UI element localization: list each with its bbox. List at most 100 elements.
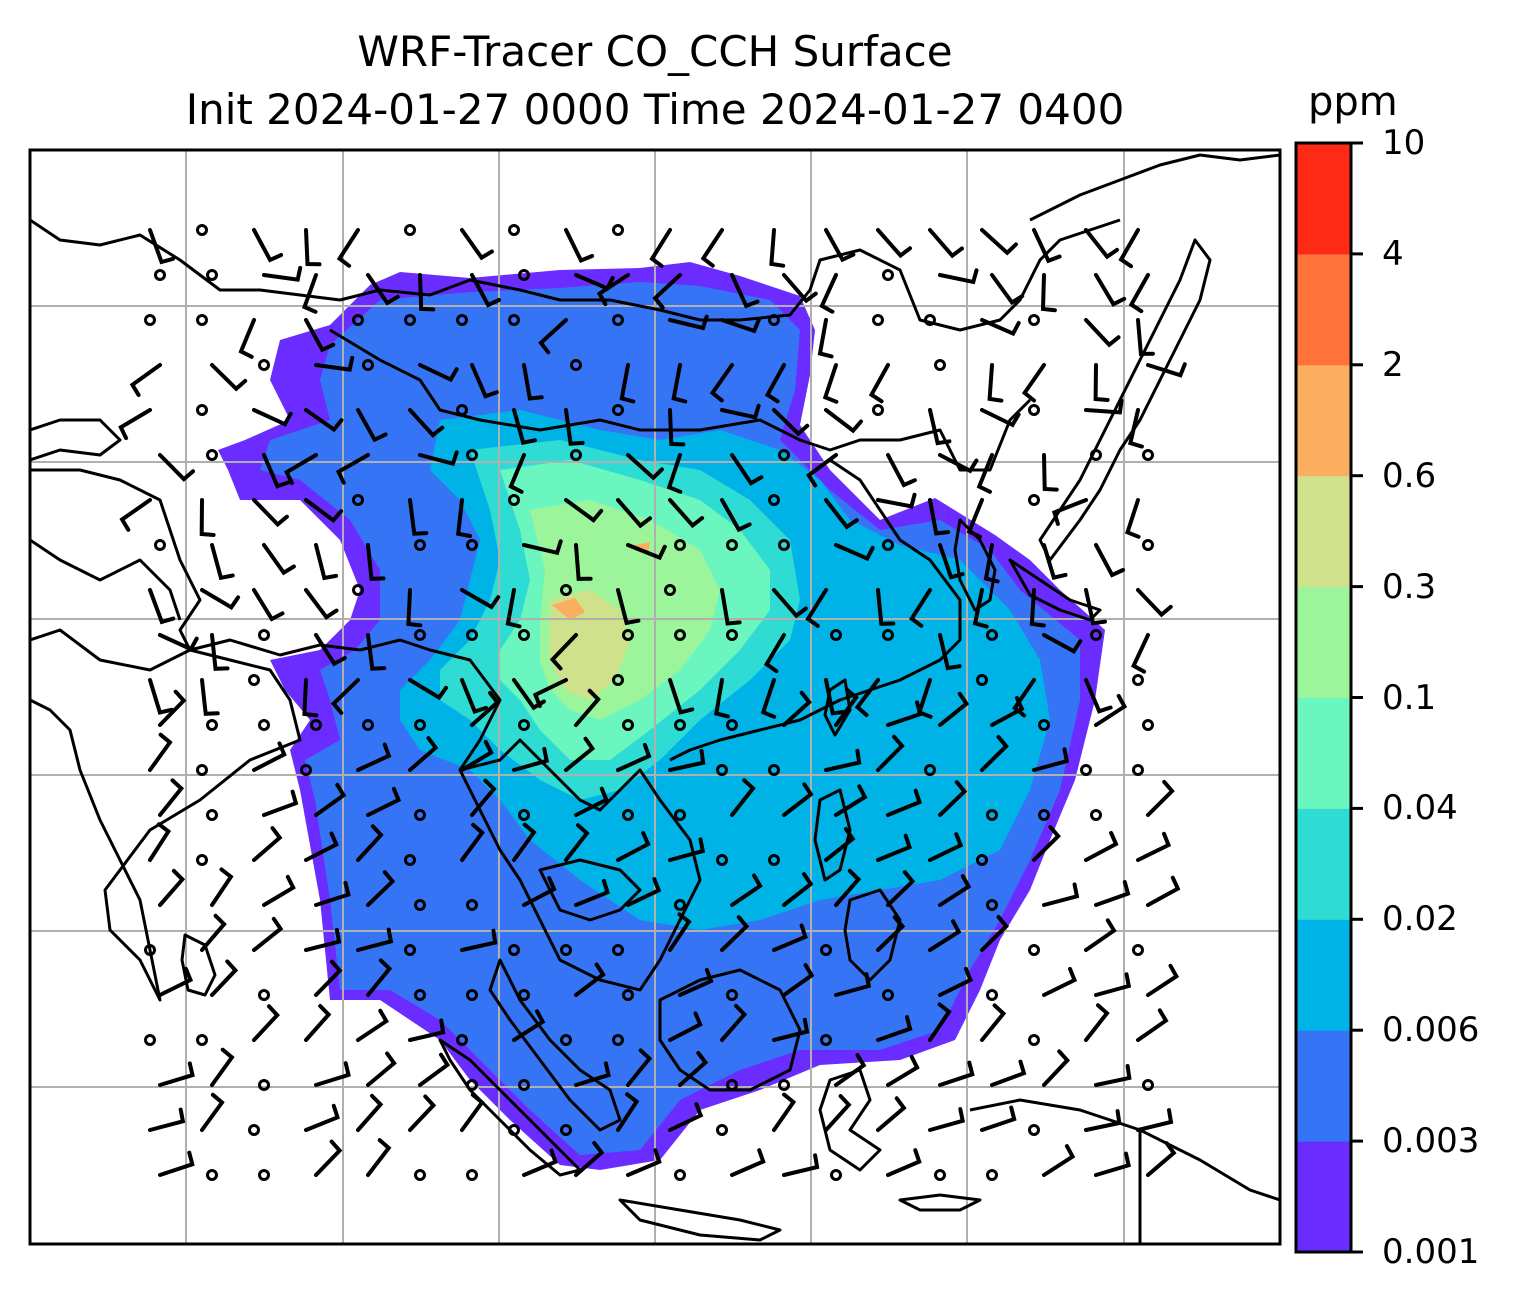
wind-barb	[564, 228, 595, 264]
colorbar-box-0	[1296, 1141, 1351, 1253]
wind-barb	[764, 363, 786, 404]
wind-barb	[356, 927, 394, 952]
wind-barb	[1136, 588, 1173, 618]
wind-barb	[314, 959, 343, 997]
calm-circle	[362, 719, 374, 731]
calm-circle	[466, 629, 478, 641]
wind-barb	[564, 408, 585, 446]
calm-circle	[518, 809, 530, 821]
calm-circle	[986, 1169, 998, 1181]
wind-barb	[252, 916, 284, 952]
wind-barb	[119, 498, 152, 532]
calm-circle	[1028, 494, 1040, 506]
calm-circle	[1132, 674, 1144, 686]
map-title-line-2: Init 2024-01-27 0000 Time 2024-01-27 040…	[185, 85, 1125, 134]
wind-barb	[824, 498, 859, 530]
wind-barb	[1029, 588, 1046, 628]
wind-barb	[210, 543, 235, 581]
calm-circle	[726, 629, 738, 641]
wind-barb	[158, 1061, 195, 1087]
wind-barb	[854, 678, 880, 717]
calm-circle	[518, 1079, 530, 1091]
wind-barb	[782, 690, 812, 727]
colorbar-ticks	[1351, 141, 1363, 1254]
wind-barb	[470, 363, 499, 399]
calm-circle	[768, 314, 780, 326]
calm-circle	[674, 899, 686, 911]
calm-circle	[1028, 314, 1040, 326]
wind-barb	[1084, 228, 1119, 260]
wind-barb	[460, 588, 501, 610]
colorbar-tick-label: 0.6	[1382, 455, 1437, 496]
wind-barb	[210, 633, 230, 671]
wind-barb	[938, 874, 972, 907]
wind-barb	[238, 318, 256, 359]
wind-barb	[262, 265, 303, 282]
wind-barb	[876, 833, 912, 862]
wind-barb	[822, 363, 839, 404]
wind-barb	[148, 588, 176, 625]
wind-barb	[616, 742, 652, 772]
wind-barb	[304, 318, 336, 353]
calm-circle	[934, 359, 946, 371]
wind-barb	[210, 363, 248, 392]
calm-circle	[508, 494, 520, 506]
wind-barb	[210, 959, 239, 997]
wind-barb	[1146, 779, 1175, 817]
wind-barb	[652, 273, 682, 310]
calm-circle	[466, 1169, 478, 1181]
calm-circle	[1090, 809, 1102, 821]
wind-barb	[876, 1015, 913, 1042]
wind-barb	[886, 870, 916, 907]
wind-barb	[772, 408, 810, 437]
wind-barb	[252, 741, 287, 772]
calm-circle	[414, 809, 426, 821]
wind-barb	[886, 700, 923, 727]
wind-barb	[938, 268, 979, 285]
colorbar-tick-label: 4	[1382, 233, 1404, 274]
wind-barb	[460, 928, 498, 952]
border-kazakh-china	[329, 328, 1032, 472]
wind-barb	[720, 588, 742, 626]
wind-barb	[158, 778, 185, 817]
calm-circle	[830, 629, 842, 641]
wind-barb	[314, 782, 347, 817]
wind-barb	[1032, 747, 1070, 772]
calm-circle	[674, 539, 686, 551]
calm-circle	[196, 1034, 208, 1046]
wind-barb	[366, 1051, 397, 1087]
calm-circle	[716, 854, 728, 866]
wind-barb	[626, 877, 662, 907]
calm-circle	[986, 809, 998, 821]
calm-circle	[1028, 1034, 1040, 1046]
wind-barb	[990, 1059, 1027, 1087]
calm-circle	[196, 314, 208, 326]
wind-barb	[938, 691, 970, 727]
wind-barb	[418, 363, 459, 383]
wind-barb	[284, 453, 318, 485]
wind-barb	[763, 633, 786, 674]
wind-barb	[980, 1105, 1017, 1132]
calm-circle	[986, 899, 998, 911]
wind-barb	[626, 453, 664, 481]
calm-circle	[258, 1079, 270, 1091]
wind-barb	[408, 1018, 446, 1042]
wind-barb	[966, 498, 984, 539]
wind-barb	[366, 273, 400, 306]
calm-circle	[622, 719, 634, 731]
wind-barb	[304, 1004, 332, 1042]
wind-barb	[619, 363, 636, 404]
calm-circle	[352, 494, 364, 506]
wind-barb	[1051, 498, 1088, 526]
wind-barb	[824, 678, 847, 716]
calm-circle	[1090, 449, 1102, 461]
wind-barb	[574, 962, 606, 997]
wind-barb	[876, 1096, 907, 1132]
wind-barb	[782, 782, 814, 817]
wind-barb	[304, 927, 342, 952]
calm-circle	[196, 224, 208, 236]
wind-barb	[980, 915, 1010, 952]
wind-barb	[1136, 1008, 1169, 1042]
wind-barb	[678, 1051, 709, 1087]
calm-circle	[248, 1124, 260, 1136]
